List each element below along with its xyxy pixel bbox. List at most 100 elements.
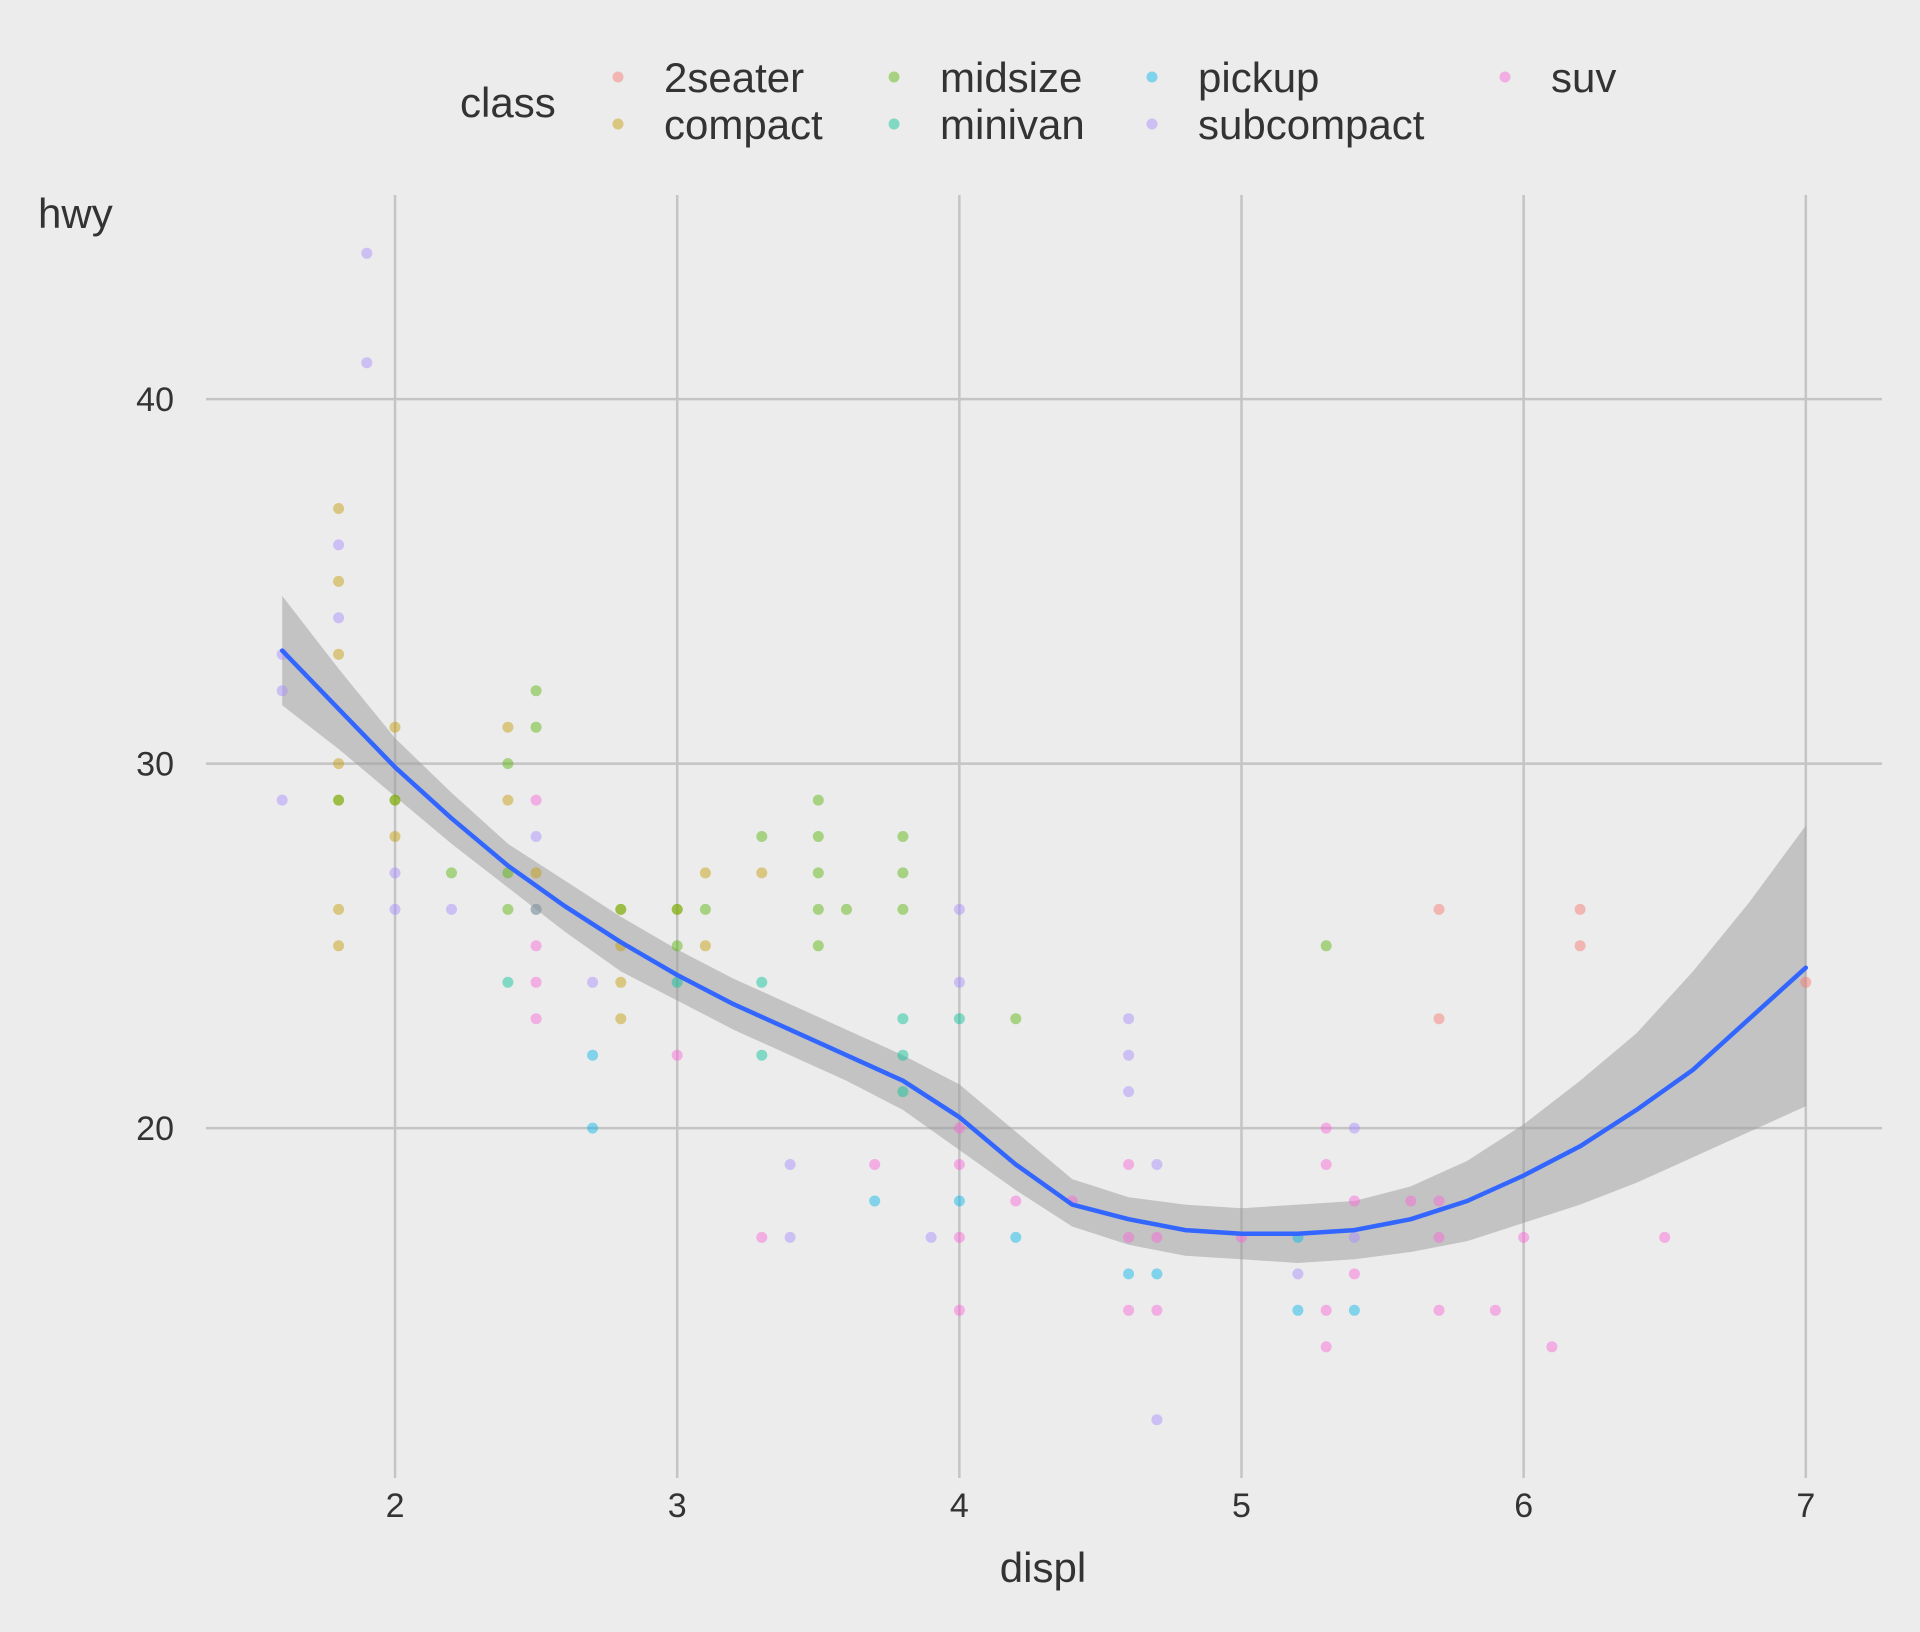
data-point-midsize bbox=[530, 903, 542, 915]
data-point-subcompact bbox=[333, 539, 345, 551]
data-point-subcompact bbox=[389, 867, 401, 879]
x-axis-label: displ bbox=[1000, 1544, 1086, 1591]
data-point-compact bbox=[699, 867, 711, 879]
data-point-midsize bbox=[756, 831, 768, 842]
data-point-pickup bbox=[1123, 1268, 1135, 1280]
data-point-midsize bbox=[1010, 1013, 1022, 1025]
data-point-compact bbox=[333, 903, 345, 915]
x-tick-label: 5 bbox=[1232, 1487, 1251, 1525]
data-point-compact bbox=[333, 794, 345, 806]
data-point-suv bbox=[953, 1122, 965, 1134]
data-point-suv bbox=[953, 1231, 965, 1243]
data-point-compact bbox=[333, 648, 345, 660]
data-point-suv bbox=[1518, 1231, 1530, 1243]
data-point-midsize bbox=[502, 758, 514, 770]
data-point-pickup bbox=[953, 1195, 965, 1207]
legend-key-2seater bbox=[612, 71, 624, 83]
y-tick-label: 30 bbox=[136, 746, 174, 784]
data-point-suv bbox=[756, 1231, 768, 1243]
data-point-subcompact bbox=[530, 903, 542, 915]
smooth-line bbox=[279, 648, 1809, 1237]
data-point-suv bbox=[953, 1159, 965, 1170]
data-point-subcompact bbox=[1123, 1086, 1135, 1098]
data-point-2seater bbox=[1574, 903, 1586, 915]
legend-label-suv: suv bbox=[1551, 54, 1616, 101]
data-point-suv bbox=[1433, 1231, 1445, 1243]
legend-key-suv bbox=[1499, 71, 1511, 83]
data-point-subcompact bbox=[361, 357, 373, 369]
data-point-subcompact bbox=[276, 685, 288, 697]
data-point-compact bbox=[671, 903, 683, 915]
data-point-suv bbox=[953, 1304, 965, 1316]
data-point-subcompact bbox=[1348, 1231, 1360, 1243]
data-point-suv bbox=[1010, 1195, 1022, 1207]
data-point-midsize bbox=[530, 685, 542, 697]
data-point-compact bbox=[699, 940, 711, 952]
data-point-subcompact bbox=[1123, 1049, 1135, 1061]
data-point-suv bbox=[1151, 1231, 1163, 1243]
data-point-suv bbox=[1348, 1195, 1360, 1207]
data-point-midsize bbox=[671, 940, 683, 952]
data-point-suv bbox=[1123, 1231, 1135, 1243]
data-point-subcompact bbox=[1151, 1159, 1163, 1170]
data-point-subcompact bbox=[784, 1231, 796, 1243]
data-point-minivan bbox=[897, 1086, 909, 1098]
data-point-midsize bbox=[502, 903, 514, 915]
data-point-compact bbox=[502, 794, 514, 806]
data-point-midsize bbox=[841, 903, 852, 915]
data-point-pickup bbox=[1151, 1268, 1163, 1280]
y-axis-ticks: 20 30 40 bbox=[136, 381, 174, 1148]
y-axis-label: hwy bbox=[38, 190, 113, 237]
data-point-suv bbox=[530, 794, 542, 806]
legend-label-subcompact: subcompact bbox=[1198, 101, 1425, 148]
legend-label-2seater: 2seater bbox=[664, 54, 804, 101]
data-point-subcompact bbox=[446, 903, 457, 915]
data-point-midsize bbox=[389, 794, 401, 806]
data-point-subcompact bbox=[953, 976, 965, 988]
data-point-midsize bbox=[1320, 940, 1332, 952]
data-point-subcompact bbox=[925, 1231, 937, 1243]
data-point-compact bbox=[389, 794, 401, 806]
data-point-2seater bbox=[1800, 976, 1812, 988]
data-point-suv bbox=[1433, 1304, 1445, 1316]
data-point-compact bbox=[389, 721, 401, 733]
data-point-suv bbox=[1659, 1231, 1671, 1243]
data-point-minivan bbox=[756, 1049, 768, 1061]
data-point-compact bbox=[389, 831, 401, 842]
x-tick-label: 2 bbox=[386, 1487, 405, 1525]
data-point-midsize bbox=[333, 794, 345, 806]
data-point-pickup bbox=[587, 1122, 599, 1134]
data-point-subcompact bbox=[1292, 1268, 1304, 1280]
data-point-suv bbox=[1123, 1159, 1135, 1170]
data-point-midsize bbox=[671, 903, 683, 915]
data-point-minivan bbox=[897, 1013, 909, 1025]
data-point-suv bbox=[1320, 1122, 1332, 1134]
data-point-compact bbox=[615, 903, 627, 915]
legend-label-midsize: midsize bbox=[940, 54, 1082, 101]
data-point-midsize bbox=[699, 903, 711, 915]
data-point-suv bbox=[1123, 1304, 1135, 1316]
data-point-subcompact bbox=[1123, 1013, 1135, 1025]
data-point-compact bbox=[333, 503, 345, 514]
legend-key-subcompact bbox=[1146, 118, 1158, 130]
y-tick-label: 20 bbox=[136, 1110, 174, 1148]
data-point-suv bbox=[530, 940, 542, 952]
data-point-minivan bbox=[897, 1049, 909, 1061]
data-point-subcompact bbox=[276, 794, 288, 806]
data-point-subcompact bbox=[530, 831, 542, 842]
data-point-suv bbox=[1546, 1341, 1558, 1353]
data-point-compact bbox=[756, 867, 768, 879]
data-point-pickup bbox=[1010, 1231, 1022, 1243]
data-point-subcompact bbox=[333, 612, 345, 624]
data-point-subcompact bbox=[1348, 1122, 1360, 1134]
legend-title: class bbox=[460, 79, 556, 126]
x-axis-ticks: 2 3 4 5 6 7 bbox=[386, 1487, 1816, 1525]
data-point-suv bbox=[1489, 1304, 1501, 1316]
data-point-subcompact bbox=[389, 903, 401, 915]
data-point-midsize bbox=[812, 794, 824, 806]
data-point-compact bbox=[615, 1013, 627, 1025]
data-point-pickup bbox=[869, 1195, 881, 1207]
y-tick-label: 40 bbox=[136, 381, 174, 419]
legend-key-compact bbox=[612, 118, 624, 130]
data-point-pickup bbox=[1348, 1304, 1360, 1316]
